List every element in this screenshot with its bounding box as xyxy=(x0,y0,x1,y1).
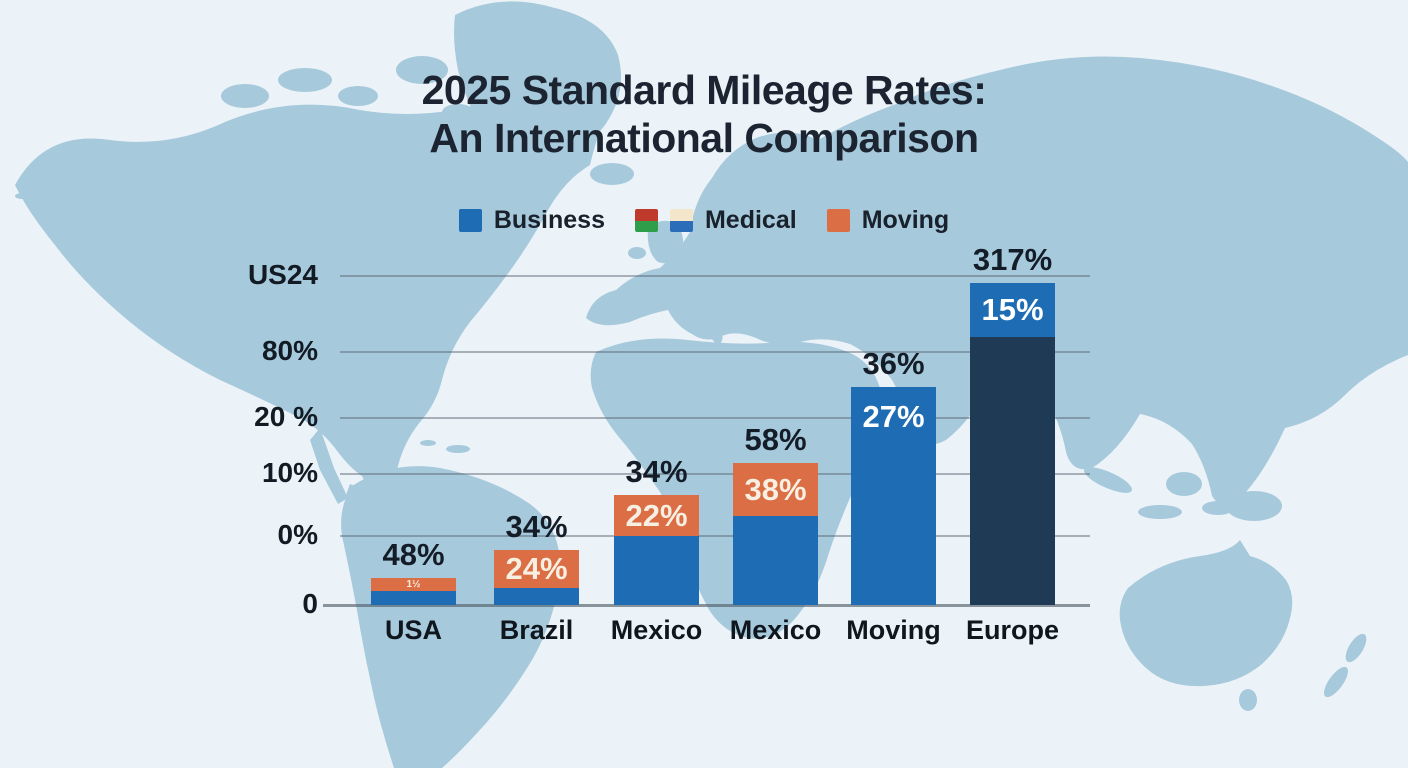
bar-total-label: 48% xyxy=(382,537,445,572)
x-axis-category-label: Moving xyxy=(846,615,941,645)
bar-segment-orange: 38% xyxy=(733,463,818,516)
bar-mexico-2: 22% xyxy=(614,495,699,605)
legend-swatch-medical xyxy=(634,209,658,232)
bar-moving-4: 27% xyxy=(851,387,936,605)
legend-swatch-stripe xyxy=(634,209,658,221)
gridline xyxy=(340,535,1090,537)
bar-total-label: 34% xyxy=(505,509,568,544)
bar-segment-label: 1½ xyxy=(406,579,421,590)
bar-segment-blue xyxy=(614,536,699,605)
y-axis-tick-label: 0% xyxy=(277,519,318,550)
chart-title-line-1: 2025 Standard Mileage Rates: xyxy=(421,67,987,113)
bar-total-label: 58% xyxy=(744,422,807,457)
legend-swatch-stripe xyxy=(826,209,850,232)
bar-total-label: 34% xyxy=(625,454,688,489)
y-axis-tick-label: US24 xyxy=(247,259,318,290)
bar-total-label: 36% xyxy=(862,346,925,381)
bar-segment-label: 22% xyxy=(625,497,688,533)
bar-brazil-1: 24% xyxy=(494,550,579,605)
bar-segment-label: 27% xyxy=(862,399,925,434)
y-axis-tick-label: 0 xyxy=(302,588,318,619)
chart-title-line-2: An International Comparison xyxy=(429,115,979,161)
bar-total-label: 317% xyxy=(972,242,1053,277)
x-axis-baseline xyxy=(323,604,1090,607)
legend-item-label: Business xyxy=(493,206,605,234)
bar-segment-label: 38% xyxy=(744,471,807,507)
bar-segment-blue xyxy=(494,588,579,605)
legend-item-label: Moving xyxy=(861,206,950,234)
legend-item-label: Medical xyxy=(704,206,797,234)
gridline xyxy=(340,275,1090,277)
legend-swatch-stripe xyxy=(669,209,693,221)
bar-segment-blue xyxy=(733,516,818,605)
legend-swatch-stripe xyxy=(458,209,482,232)
x-axis-category-label: Mexico xyxy=(729,615,822,645)
gridline xyxy=(340,473,1090,475)
x-axis-category-label: Europe xyxy=(965,615,1059,645)
bar-segment-orange: 24% xyxy=(494,550,579,588)
bar-segment-blue: 27% xyxy=(851,387,936,605)
y-axis-tick-label: 10% xyxy=(261,457,318,488)
legend-swatch-business xyxy=(458,209,482,232)
bar-usa-0: 1½ xyxy=(371,578,456,605)
legend-item-business: Business xyxy=(458,206,605,235)
chart-title: 2025 Standard Mileage Rates: An Internat… xyxy=(0,66,1408,162)
y-axis-tick-label: 80% xyxy=(261,335,318,366)
legend-item-moving: Moving xyxy=(826,206,950,235)
gridline xyxy=(340,417,1090,419)
x-axis-category-label: Brazil xyxy=(499,615,574,645)
legend-swatch-stripe xyxy=(634,220,658,232)
bar-segment-label: 24% xyxy=(505,551,568,586)
x-axis-category-label: USA xyxy=(384,615,442,645)
legend-swatch-stripe xyxy=(669,220,693,232)
legend-swatch-medical xyxy=(669,209,693,232)
legend: Business Medical Moving xyxy=(0,206,1408,235)
x-axis-category-label: Mexico xyxy=(610,615,703,645)
legend-swatch-moving xyxy=(826,209,850,232)
bar-segment-navy xyxy=(970,337,1055,605)
bar-segment-orange: 22% xyxy=(614,495,699,536)
bar-segment-blue: 15% xyxy=(970,283,1055,337)
bar-europe-5: 15% xyxy=(970,283,1055,605)
y-axis-tick-label: 20 % xyxy=(254,401,318,432)
bar-segment-blue xyxy=(371,591,456,605)
bar-segment-label: 15% xyxy=(981,292,1044,327)
legend-item-medical: Medical xyxy=(634,206,797,235)
bar-segment-orange: 1½ xyxy=(371,578,456,591)
gridline xyxy=(340,351,1090,353)
bar-mexico-3: 38% xyxy=(733,463,818,605)
